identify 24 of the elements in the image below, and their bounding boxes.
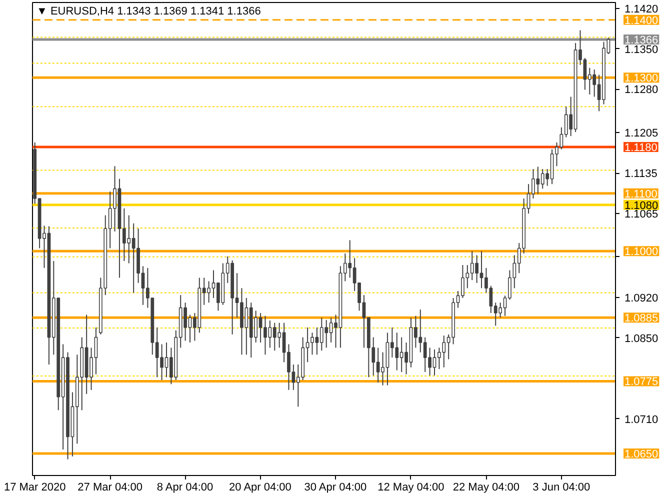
ref-line-label: 1.1300 — [624, 72, 658, 85]
x-tick-label: 12 May 04:00 — [378, 482, 444, 494]
y-tick-label: 1.1280 — [624, 84, 658, 96]
x-tick-label: 17 Mar 2020 — [4, 482, 66, 494]
x-tick-label: 22 May 04:00 — [452, 482, 520, 494]
ref-line-label: 1.1100 — [624, 188, 658, 200]
y-tick-label: 1.1135 — [624, 168, 658, 180]
x-tick-label: 3 Jun 04:00 — [532, 482, 590, 494]
y-tick-label: 1.0710 — [624, 414, 658, 426]
ref-line-label: 1.0775 — [624, 376, 658, 388]
x-tick-label: 30 Apr 04:00 — [304, 482, 367, 494]
ref-line-label: 1.0650 — [624, 448, 658, 461]
ref-line-label: 1.1180 — [624, 142, 658, 154]
chart-title: ▼ EURUSD,H4 1.1343 1.1369 1.1341 1.1366 — [36, 6, 261, 18]
ref-line-label: 1.1400 — [624, 14, 658, 27]
y-tick-label: 1.1420 — [624, 3, 658, 16]
y-tick-label: 1.1205 — [624, 128, 658, 140]
ref-line-label: 1.0885 — [624, 312, 658, 325]
x-tick-label: 27 Mar 04:00 — [78, 482, 142, 494]
y-tick-label: 1.0850 — [624, 332, 658, 345]
ref-line-label: 1.1000 — [624, 246, 658, 258]
x-tick-label: 20 Apr 04:00 — [229, 482, 292, 494]
x-tick-label: 8 Apr 04:00 — [156, 482, 214, 494]
y-tick-label: 1.0920 — [624, 292, 658, 304]
